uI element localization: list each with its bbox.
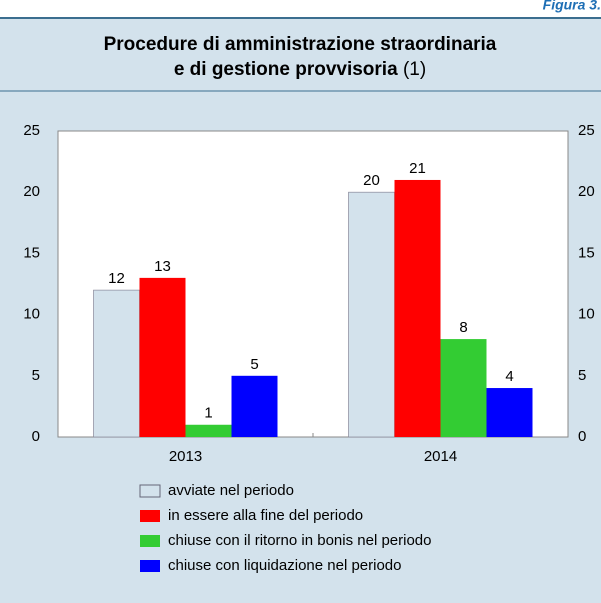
- legend-swatch: [140, 560, 160, 572]
- y2-tick-label: 0: [578, 428, 586, 445]
- y-tick-label: 10: [23, 306, 40, 323]
- y-tick-label: 0: [32, 428, 40, 445]
- y2-tick-label: 20: [578, 183, 595, 200]
- value-label: 13: [154, 258, 171, 275]
- value-label: 8: [459, 319, 467, 336]
- legend-label: in essere alla fine del periodo: [168, 507, 363, 524]
- value-label: 5: [250, 356, 258, 373]
- bar: [486, 388, 533, 437]
- chart-title: Procedure di amministrazione straordinar…: [104, 34, 497, 55]
- legend-swatch: [140, 535, 160, 547]
- value-label: 21: [409, 160, 426, 177]
- y-tick-label: 25: [23, 122, 40, 139]
- bar: [348, 191, 395, 438]
- bar: [185, 424, 232, 437]
- y2-tick-label: 10: [578, 306, 595, 323]
- y2-tick-label: 25: [578, 122, 595, 139]
- bar: [139, 277, 186, 437]
- value-label: 12: [108, 270, 125, 287]
- value-label: 1: [204, 405, 212, 422]
- legend-label: avviate nel periodo: [168, 482, 294, 499]
- legend-swatch: [139, 484, 161, 498]
- figure-label: Figura 3.: [543, 0, 601, 13]
- bar: [93, 289, 140, 438]
- x-tick-label: 2014: [424, 448, 457, 465]
- y-tick-label: 20: [23, 183, 40, 200]
- value-label: 20: [363, 172, 380, 189]
- x-tick-label: 2013: [169, 448, 202, 465]
- legend-swatch: [140, 510, 160, 522]
- bar: [440, 339, 487, 437]
- title-text: e di gestione provvisoria: [174, 59, 398, 80]
- chart-title: e di gestione provvisoria (1): [174, 59, 426, 80]
- y2-tick-label: 15: [578, 244, 595, 261]
- legend-label: chiuse con liquidazione nel periodo: [168, 557, 402, 574]
- bar: [394, 179, 441, 437]
- title-note: (1): [403, 59, 426, 80]
- legend-label: chiuse con il ritorno in bonis nel perio…: [168, 532, 432, 549]
- y-tick-label: 5: [32, 367, 40, 384]
- bar: [231, 375, 278, 437]
- y2-tick-label: 5: [578, 367, 586, 384]
- value-label: 4: [505, 368, 513, 385]
- y-tick-label: 15: [23, 244, 40, 261]
